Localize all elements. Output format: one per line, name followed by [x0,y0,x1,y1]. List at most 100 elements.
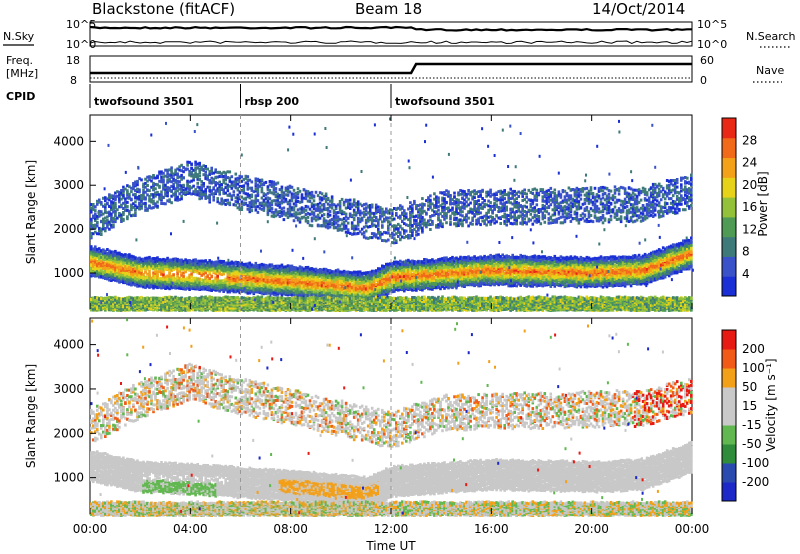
heatmap-cell [148,306,151,310]
heatmap-cell [128,295,131,299]
heatmap-cell [104,229,107,233]
heatmap-cell [94,226,97,230]
heatmap-cell [122,260,125,264]
heatmap-cell [140,200,143,204]
heatmap-cell [90,231,93,235]
heatmap-cell [164,277,167,281]
heatmap-cell [166,279,169,283]
heatmap-cell [164,306,167,310]
heatmap-cell [108,249,111,253]
heatmap-cell [112,257,115,261]
nsky-tick-bottom: 10^0 [66,38,96,51]
heatmap-cell [92,232,95,236]
heatmap-cell [142,266,145,270]
heatmap-cell [256,210,260,214]
heatmap-cell [118,194,121,198]
heatmap-cell [128,253,131,257]
heatmap-cell [178,180,181,184]
heatmap-cell [162,195,165,199]
heatmap-cell [112,275,115,279]
heatmap-cell [246,182,250,186]
heatmap-cell [108,204,111,208]
heatmap-cell [134,261,137,265]
heatmap-cell [118,266,121,270]
heatmap-cell [114,268,117,272]
heatmap-cell [208,185,211,189]
heatmap-cell [164,295,167,299]
heatmap-cell [142,190,145,194]
heatmap-cell [112,207,115,211]
heatmap-cell [168,287,171,291]
heatmap-cell [146,263,149,267]
heatmap-cell [102,217,105,221]
heatmap-cell [128,306,131,310]
heatmap-cell [260,189,264,193]
heatmap-cell [140,295,143,299]
heatmap-cell [174,187,177,191]
heatmap-cell [128,267,131,271]
heatmap-cell [134,189,137,193]
heatmap-cell [108,258,111,262]
heatmap-cell [150,193,153,196]
heatmap-cell [234,172,238,176]
heatmap-cell [154,260,157,263]
heatmap-cell [164,194,167,197]
heatmap-cell [170,295,173,299]
heatmap-cell [126,274,129,278]
heatmap-cell [112,201,115,205]
heatmap-cell [118,190,121,194]
heatmap-cell [112,210,115,214]
heatmap-cell [166,276,169,280]
heatmap-cell [110,303,113,307]
heatmap-cell [92,269,95,273]
heatmap-cell [146,276,149,279]
heatmap-cell [142,301,145,305]
heatmap-cell [124,277,127,281]
heatmap-cell [108,252,111,256]
heatmap-cell [94,230,97,234]
heatmap-cell [130,274,133,278]
heatmap-cell [142,282,145,286]
heatmap-cell [178,279,181,283]
nsearch-tick-bottom: 10^0 [697,38,727,51]
freq-panel: 18 8 60 0 Freq. [MHz] Nave [6,54,784,87]
heatmap-cell [180,176,183,180]
heatmap-cell [128,275,131,279]
heatmap-cell [134,269,137,273]
heatmap-cell [110,206,113,210]
heatmap-cell [134,214,137,217]
heatmap-cell [158,267,161,271]
freq-label: Freq. [6,54,33,67]
heatmap-cell [156,183,159,187]
heatmap-cell [120,264,123,268]
heatmap-cell [168,186,171,190]
heatmap-cell [172,297,175,301]
heatmap-cell [112,250,115,254]
heatmap-cell [96,247,99,251]
heatmap-cell [110,277,113,281]
heatmap-cell [190,162,193,166]
heatmap-cell [164,287,167,290]
heatmap-cell [112,278,115,282]
heatmap-cell [150,261,153,265]
heatmap-cell [260,295,264,299]
heatmap-cell [154,270,157,274]
heatmap-cell [150,307,153,311]
heatmap-cell [100,275,103,279]
heatmap-cell [100,297,103,301]
heatmap-cell [162,171,165,175]
cpid-program-label: twofsound 3501 [395,95,495,108]
heatmap-cell [172,257,175,261]
heatmap-cell [144,185,147,189]
heatmap-cell [134,267,137,271]
heatmap-cell [168,284,171,287]
heatmap-cell [122,275,125,279]
heatmap-cell [124,253,127,257]
heatmap-cell [130,266,133,270]
heatmap-cell [270,207,274,211]
heatmap-cell [108,214,111,217]
heatmap-cell [226,189,230,193]
heatmap-cell [140,279,143,282]
heatmap-cell [172,300,175,304]
heatmap-cell [120,191,123,195]
